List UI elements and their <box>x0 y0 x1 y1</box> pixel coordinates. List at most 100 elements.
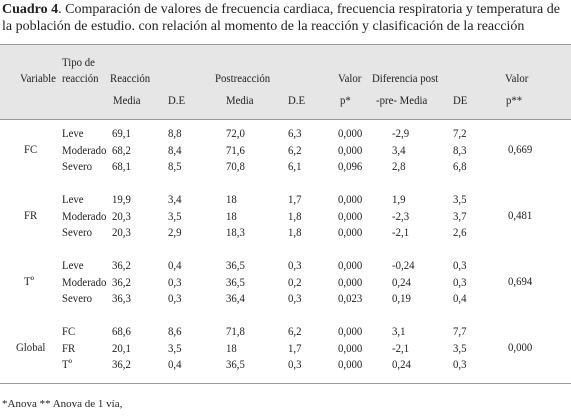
table-cell: 18 <box>226 340 237 355</box>
row-variable: FR <box>24 208 38 222</box>
table-cell: 19,9 <box>112 192 131 206</box>
table-cell: 7,7 <box>453 324 467 338</box>
table-cell: 18 <box>226 192 237 206</box>
table-cell: Tº <box>62 357 72 371</box>
table-cell: 0,3 <box>288 357 302 371</box>
table-cell: 0,023 <box>338 291 363 305</box>
table-cell: 2,6 <box>453 225 467 239</box>
table-cell: 69,1 <box>112 126 131 140</box>
header-cell: Reacción <box>110 71 151 85</box>
table-cell: 18 <box>226 208 237 223</box>
table-cell: FC <box>62 324 76 338</box>
table-cell: -2,9 <box>392 126 410 140</box>
caption: Cuadro 4. Comparación de valores de frec… <box>2 1 568 35</box>
table-cell: 68,1 <box>112 159 131 173</box>
table-cell: 1,9 <box>392 192 406 206</box>
table-cell: 71,6 <box>226 142 245 157</box>
table-cell: -0,24 <box>392 258 415 272</box>
table-cell: 36,2 <box>112 258 131 272</box>
table-cell: 18,3 <box>226 225 245 239</box>
header-cell: -pre- Media <box>376 93 428 107</box>
table-cell: 0,3 <box>288 258 302 272</box>
table-cell: 36,5 <box>226 258 245 272</box>
p-value-anova: 0,481 <box>508 208 533 222</box>
table-cell: 3,4 <box>168 192 182 206</box>
p-value-anova: 0,000 <box>508 340 533 354</box>
table-cell: 3,7 <box>453 208 467 223</box>
table-cell: 6,3 <box>288 126 302 140</box>
table-cell: 8,3 <box>453 142 467 157</box>
table-cell: 0,000 <box>338 142 363 157</box>
header-cell: DE <box>453 93 468 107</box>
table-cell: 8,8 <box>168 126 182 140</box>
table-cell: 36,3 <box>112 291 131 305</box>
table-cell: 0,3 <box>453 258 467 272</box>
table-cell: 2,9 <box>168 225 182 239</box>
header-cell: Media <box>226 93 254 107</box>
table-cell: 20,3 <box>112 208 131 223</box>
table-cell: 0,24 <box>392 357 411 371</box>
table-cell: Severo <box>62 291 92 305</box>
table-cell: 3,5 <box>453 340 467 355</box>
header-cell: Media <box>113 93 141 107</box>
table-cell: 0,3 <box>168 274 182 289</box>
table-cell: 2,8 <box>392 159 406 173</box>
table-cell: 3,5 <box>168 340 182 355</box>
header-cell: reacción <box>62 71 99 85</box>
table-cell: 0,19 <box>392 291 411 305</box>
caption-label: Cuadro 4 <box>2 2 59 17</box>
table-cell: Moderado <box>62 142 107 157</box>
table-cell: 36,2 <box>112 274 131 289</box>
table-cell: 3,4 <box>392 142 406 157</box>
table-cell: 3,5 <box>453 192 467 206</box>
table-cell: 8,5 <box>168 159 182 173</box>
table-cell: 1,8 <box>288 225 302 239</box>
table-cell: 3,1 <box>392 324 406 338</box>
row-variable: Global <box>16 340 46 354</box>
table-cell: 1,8 <box>288 208 302 223</box>
table-cell: 71,8 <box>226 324 245 338</box>
table-cell: 7,2 <box>453 126 467 140</box>
table-cell: 0,3 <box>453 274 467 289</box>
table-cell: 0,000 <box>338 192 363 206</box>
table-cell: Leve <box>62 126 84 140</box>
table-cell: 0,4 <box>453 291 467 305</box>
table-cell: Leve <box>62 192 84 206</box>
header-cell: D.E <box>288 93 306 107</box>
row-variable: Tº <box>24 274 34 288</box>
table-cell: 0,3 <box>168 291 182 305</box>
table-cell: -2,1 <box>392 225 410 239</box>
table-cell: 36,4 <box>226 291 245 305</box>
table-cell: 0,3 <box>453 357 467 371</box>
table-cell: 36,5 <box>226 274 245 289</box>
header-cell: Postreacción <box>215 71 271 85</box>
p-value-anova: 0,694 <box>508 274 533 288</box>
table-cell: 3,5 <box>168 208 182 223</box>
table-header <box>0 44 571 120</box>
table-cell: -2,3 <box>392 208 410 223</box>
table-cell: -2,1 <box>392 340 410 355</box>
table-cell: 0,24 <box>392 274 411 289</box>
table-cell: 6,2 <box>288 142 302 157</box>
table-cell: 70,8 <box>226 159 245 173</box>
table-cell: Severo <box>62 159 92 173</box>
table-cell: 36,2 <box>112 357 131 371</box>
header-cell: Variable <box>20 71 56 85</box>
header-cell: p* <box>340 93 351 107</box>
table-cell: 0,000 <box>338 126 363 140</box>
row-variable: FC <box>24 142 38 156</box>
table-cell: 20,3 <box>112 225 131 239</box>
table-cell: 0,000 <box>338 357 363 371</box>
p-value-anova: 0,669 <box>508 142 533 156</box>
table-body <box>0 119 571 384</box>
header-cell: Diferencia post <box>372 71 439 85</box>
table-cell: 0,096 <box>338 159 363 173</box>
table-cell: Moderado <box>62 274 107 289</box>
header-cell: D.E <box>168 93 186 107</box>
table-cell: 6,8 <box>453 159 467 173</box>
table-cell: 8,4 <box>168 142 182 157</box>
table-cell: 0,000 <box>338 208 363 223</box>
header-cell: Valor <box>338 71 362 85</box>
table-cell: 0,3 <box>288 291 302 305</box>
